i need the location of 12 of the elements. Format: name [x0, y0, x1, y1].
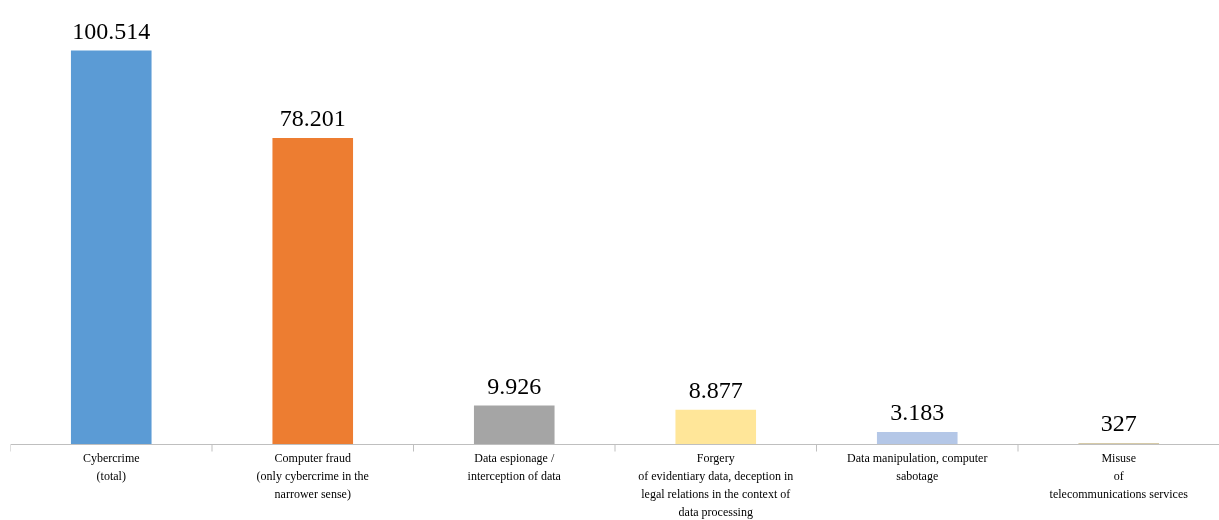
- x-tick-label: Misuse of telecommunications services: [1049, 450, 1189, 501]
- data-label: 9.926: [487, 372, 542, 399]
- data-label: 100.514: [72, 17, 151, 44]
- data-label: 78.201: [279, 104, 346, 131]
- x-tick-label: Computer fraud (only cybercrime in the narrower sense): [256, 450, 369, 501]
- x-tick-label: Data espionage / interception of data: [467, 450, 562, 483]
- data-label: 327: [1100, 410, 1137, 437]
- data-label: 3.183: [890, 399, 945, 426]
- x-tick-label: Data manipulation, computer sabotage: [847, 450, 988, 483]
- data-label: 8.877: [688, 376, 743, 403]
- x-tick-label: Cybercrime (total): [82, 450, 140, 483]
- x-tick-label: Forgery of evidentiary data, deception in legal relations in the context of data processing: [638, 450, 794, 520]
